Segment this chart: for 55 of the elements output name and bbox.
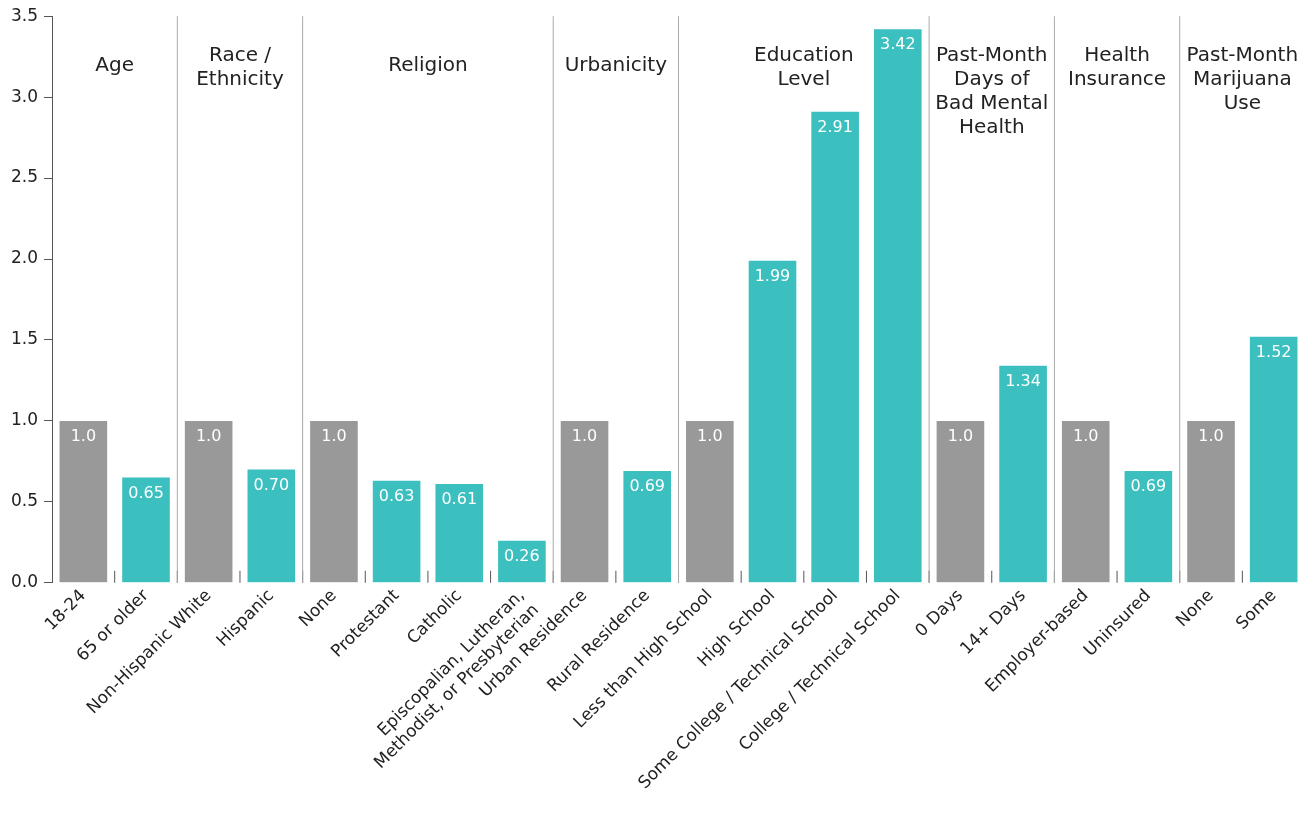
bar <box>1187 420 1235 583</box>
y-tick-label: 1.0 <box>10 409 39 430</box>
annotation: Race / Ethnicity <box>196 42 284 91</box>
bar <box>59 420 108 583</box>
y-tick-label: 0.5 <box>10 490 39 511</box>
bar <box>999 365 1047 583</box>
annotation: Age <box>95 52 135 77</box>
data-label: 1.0 <box>1073 426 1099 446</box>
data-label: 1.0 <box>947 426 974 446</box>
data-label: 3.42 <box>879 34 916 54</box>
bar <box>122 477 170 583</box>
bar <box>1061 420 1110 583</box>
bar <box>936 420 985 583</box>
annotation: Past-Month Marijuana Use <box>1186 42 1299 115</box>
y-tick-label: 3.0 <box>10 85 39 106</box>
bar <box>560 420 609 583</box>
annotation: Past-Month Days of Bad Mental Health <box>935 42 1049 139</box>
data-label: 1.34 <box>1005 371 1041 391</box>
data-label: 1.0 <box>697 426 723 446</box>
data-label: 1.0 <box>195 426 222 446</box>
bar <box>748 260 797 583</box>
y-tick-label: 0.0 <box>10 571 39 592</box>
annotation: Health Insurance <box>1067 42 1167 91</box>
bar <box>873 29 922 583</box>
data-label: 1.0 <box>1198 426 1224 446</box>
annotation: Religion <box>388 52 468 77</box>
data-label: 0.63 <box>378 485 415 505</box>
data-label: 1.0 <box>571 426 598 446</box>
bar <box>247 469 296 583</box>
bar <box>184 420 233 583</box>
data-label: 1.99 <box>754 265 791 285</box>
data-label: 0.69 <box>1130 476 1167 496</box>
bar <box>811 111 859 583</box>
data-label: 1.52 <box>1255 341 1292 361</box>
y-tick-label: 2.0 <box>10 247 39 268</box>
bar <box>435 484 484 583</box>
annotation: Education Level <box>754 42 854 91</box>
data-label: 2.91 <box>817 116 853 136</box>
data-label: 0.26 <box>504 545 540 565</box>
data-label: 0.69 <box>629 476 666 496</box>
annotation: Urbanicity <box>564 52 668 77</box>
data-label: 1.0 <box>321 426 347 446</box>
bar <box>1124 471 1173 583</box>
y-tick-label: 3.5 <box>10 4 39 25</box>
data-label: 1.0 <box>70 426 97 446</box>
y-tick-label: 1.5 <box>10 328 39 349</box>
bar <box>372 480 421 583</box>
data-label: 0.70 <box>253 474 290 494</box>
bar <box>1249 336 1298 583</box>
bar <box>310 420 358 583</box>
bar <box>686 420 734 583</box>
bar <box>623 471 671 583</box>
data-label: 0.65 <box>128 482 164 502</box>
y-tick-label: 2.5 <box>10 166 39 187</box>
data-label: 0.61 <box>441 489 478 509</box>
